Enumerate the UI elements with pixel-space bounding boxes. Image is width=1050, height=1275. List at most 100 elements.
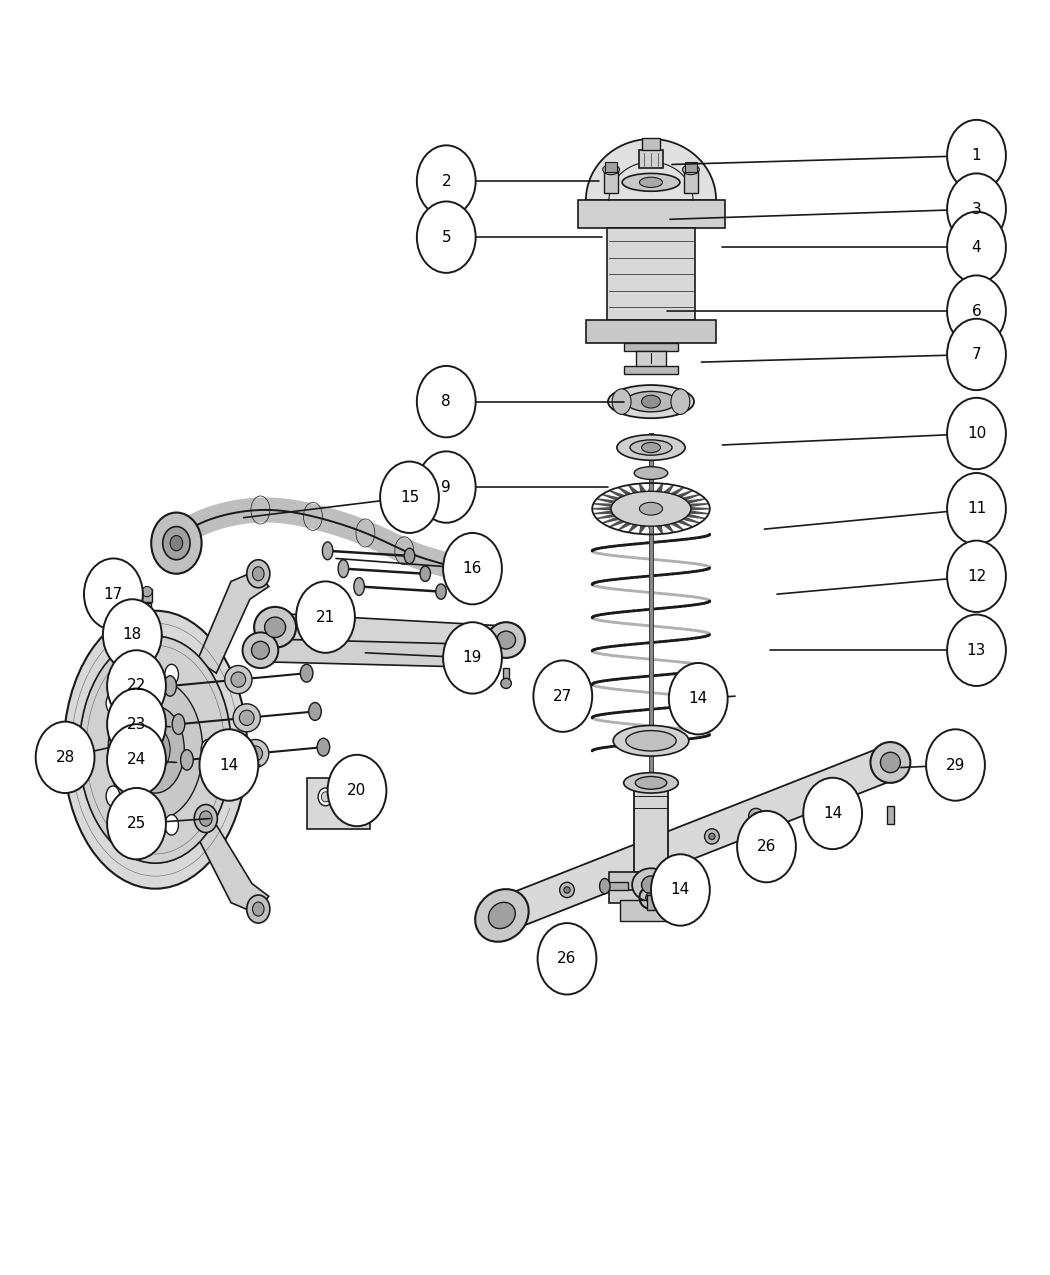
Ellipse shape	[164, 676, 176, 696]
Text: 13: 13	[967, 643, 986, 658]
Text: 3: 3	[971, 201, 982, 217]
Ellipse shape	[705, 829, 719, 844]
Ellipse shape	[247, 895, 270, 923]
Ellipse shape	[612, 389, 631, 414]
Polygon shape	[197, 571, 269, 673]
Circle shape	[651, 854, 710, 926]
Circle shape	[380, 462, 439, 533]
Ellipse shape	[172, 714, 185, 734]
Polygon shape	[677, 520, 693, 527]
Circle shape	[443, 533, 502, 604]
Ellipse shape	[239, 710, 254, 725]
FancyBboxPatch shape	[609, 887, 693, 903]
Circle shape	[443, 622, 502, 694]
Polygon shape	[664, 524, 673, 533]
Text: 7: 7	[971, 347, 982, 362]
Text: 9: 9	[441, 479, 452, 495]
Circle shape	[803, 778, 862, 849]
Circle shape	[328, 755, 386, 826]
Ellipse shape	[106, 694, 120, 714]
Circle shape	[947, 398, 1006, 469]
Text: 11: 11	[967, 501, 986, 516]
Ellipse shape	[753, 813, 759, 820]
Text: 8: 8	[441, 394, 452, 409]
FancyBboxPatch shape	[636, 351, 666, 371]
Circle shape	[947, 541, 1006, 612]
Ellipse shape	[617, 435, 685, 460]
Text: 15: 15	[400, 490, 419, 505]
FancyBboxPatch shape	[128, 593, 136, 625]
Polygon shape	[593, 511, 612, 514]
Polygon shape	[656, 483, 663, 492]
Polygon shape	[691, 507, 710, 510]
Ellipse shape	[181, 750, 193, 770]
Ellipse shape	[151, 513, 202, 574]
FancyBboxPatch shape	[143, 603, 151, 635]
Polygon shape	[690, 511, 709, 514]
Polygon shape	[690, 504, 709, 506]
Text: 18: 18	[123, 627, 142, 643]
FancyBboxPatch shape	[605, 162, 617, 172]
FancyBboxPatch shape	[634, 783, 668, 872]
FancyBboxPatch shape	[642, 138, 660, 150]
Text: 26: 26	[757, 839, 776, 854]
Circle shape	[200, 729, 258, 801]
Ellipse shape	[560, 882, 574, 898]
Ellipse shape	[420, 566, 430, 581]
Circle shape	[737, 811, 796, 882]
FancyBboxPatch shape	[307, 778, 370, 829]
Ellipse shape	[501, 678, 511, 689]
FancyBboxPatch shape	[685, 162, 697, 172]
Ellipse shape	[608, 385, 694, 418]
Circle shape	[103, 599, 162, 671]
Polygon shape	[609, 520, 625, 527]
Ellipse shape	[622, 173, 680, 191]
Ellipse shape	[436, 584, 446, 599]
Polygon shape	[639, 483, 646, 492]
Ellipse shape	[749, 808, 763, 824]
Ellipse shape	[642, 442, 660, 453]
Ellipse shape	[243, 632, 278, 668]
Ellipse shape	[80, 636, 231, 863]
Text: 20: 20	[348, 783, 366, 798]
Polygon shape	[687, 514, 706, 519]
FancyBboxPatch shape	[624, 343, 678, 351]
Ellipse shape	[404, 548, 415, 564]
Ellipse shape	[564, 887, 570, 892]
Circle shape	[947, 120, 1006, 191]
Text: 29: 29	[946, 757, 965, 773]
Ellipse shape	[64, 611, 248, 889]
Ellipse shape	[682, 164, 699, 175]
Circle shape	[84, 558, 143, 630]
Text: 27: 27	[553, 688, 572, 704]
FancyBboxPatch shape	[604, 170, 618, 193]
Ellipse shape	[639, 502, 663, 515]
Polygon shape	[629, 484, 638, 493]
Ellipse shape	[265, 617, 286, 638]
FancyBboxPatch shape	[142, 589, 152, 602]
Ellipse shape	[165, 664, 178, 685]
Polygon shape	[195, 820, 269, 913]
Ellipse shape	[318, 788, 333, 806]
Polygon shape	[275, 613, 506, 654]
Polygon shape	[618, 523, 631, 530]
Text: 25: 25	[127, 816, 146, 831]
Ellipse shape	[202, 740, 215, 760]
Ellipse shape	[106, 785, 120, 806]
Polygon shape	[592, 507, 611, 510]
Ellipse shape	[127, 706, 185, 793]
Text: 14: 14	[671, 882, 690, 898]
Text: 14: 14	[219, 757, 238, 773]
Circle shape	[947, 173, 1006, 245]
Ellipse shape	[163, 527, 190, 560]
Ellipse shape	[476, 889, 528, 942]
Ellipse shape	[642, 876, 660, 894]
Ellipse shape	[626, 391, 676, 412]
Text: 16: 16	[463, 561, 482, 576]
Ellipse shape	[870, 742, 910, 783]
Ellipse shape	[709, 834, 715, 840]
Circle shape	[669, 663, 728, 734]
Ellipse shape	[248, 746, 262, 761]
Ellipse shape	[639, 177, 663, 187]
Circle shape	[36, 722, 94, 793]
